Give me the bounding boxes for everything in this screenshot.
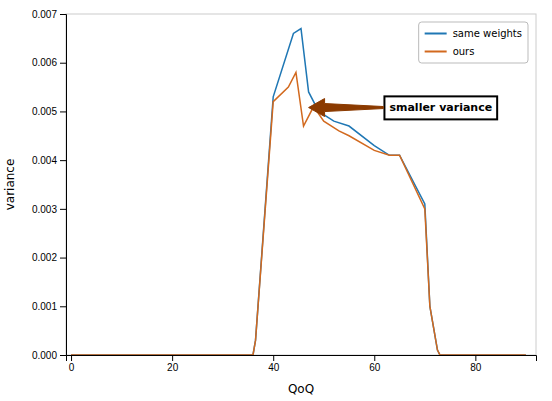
y-tick: 0.000 [32,350,66,361]
y-tick: 0.003 [32,204,66,215]
x-tick: 40 [268,355,280,373]
y-tick-mark [60,160,66,161]
annotation-box [384,96,497,119]
x-tick-mark [172,355,173,361]
y-axis: 0.000 0.001 0.002 0.003 0.004 0.005 0.006 0.007 [32,9,67,361]
legend-label: same weights [453,28,522,39]
annotation-text: smaller variance [389,101,492,114]
y-tick-mark [60,306,66,307]
y-tick-mark [60,63,66,64]
x-tick: 80 [470,355,482,373]
legend-item: ours [425,46,475,57]
legend-item: same weights [425,28,522,39]
y-tick-label: 0.007 [32,9,57,20]
y-tick: 0.005 [32,106,66,117]
plot: 0204060800.0000.0010.0020.0030.0040.0050… [32,9,537,373]
x-axis-title: QoQ [288,382,314,396]
y-tick: 0.002 [32,252,66,263]
legend-label: ours [453,46,475,57]
annotation-arrow [309,99,384,117]
x-tick-label: 40 [268,362,280,373]
y-tick: 0.001 [32,301,66,312]
x-tick-label: 80 [470,362,482,373]
x-tick-mark [374,355,375,361]
x-tick-mark [71,355,72,361]
y-tick-mark [60,14,66,15]
y-tick-label: 0.006 [32,57,57,68]
y-tick-label: 0.004 [32,155,57,166]
x-axis-line [67,356,537,362]
x-tick-mark [475,355,476,361]
x-tick-label: 0 [69,362,75,373]
y-tick-mark [60,258,66,259]
x-axis: 0 20 40 60 80 [67,355,537,373]
x-tick: 20 [167,355,179,373]
y-axis-line [60,15,67,356]
y-tick-label: 0.005 [32,106,57,117]
series-line [71,29,526,355]
x-tick: 60 [369,355,381,373]
legend-swatch [425,51,447,53]
series-line [71,72,526,355]
legend-box [419,22,528,63]
x-tick-mark [273,355,274,361]
legend-swatch [425,33,447,35]
y-tick-mark [60,355,66,356]
y-tick-mark [60,111,66,112]
x-tick-label: 20 [167,362,179,373]
legend: same weights ours [419,22,528,63]
y-tick-mark [60,209,66,210]
y-tick: 0.006 [32,57,66,68]
y-tick-label: 0.001 [32,301,57,312]
y-tick: 0.007 [32,9,66,20]
plot-frame [66,14,536,355]
y-tick-label: 0.002 [32,252,57,263]
annotation: smaller variance [309,96,498,119]
y-tick-label: 0.003 [32,204,57,215]
y-axis-title: variance [3,159,17,211]
y-tick-label: 0.000 [32,350,57,361]
series-group [71,29,526,355]
x-tick: 0 [69,355,75,373]
chart: 0204060800.0000.0010.0020.0030.0040.0050… [0,0,552,401]
x-tick-label: 60 [369,362,381,373]
y-tick: 0.004 [32,155,66,166]
